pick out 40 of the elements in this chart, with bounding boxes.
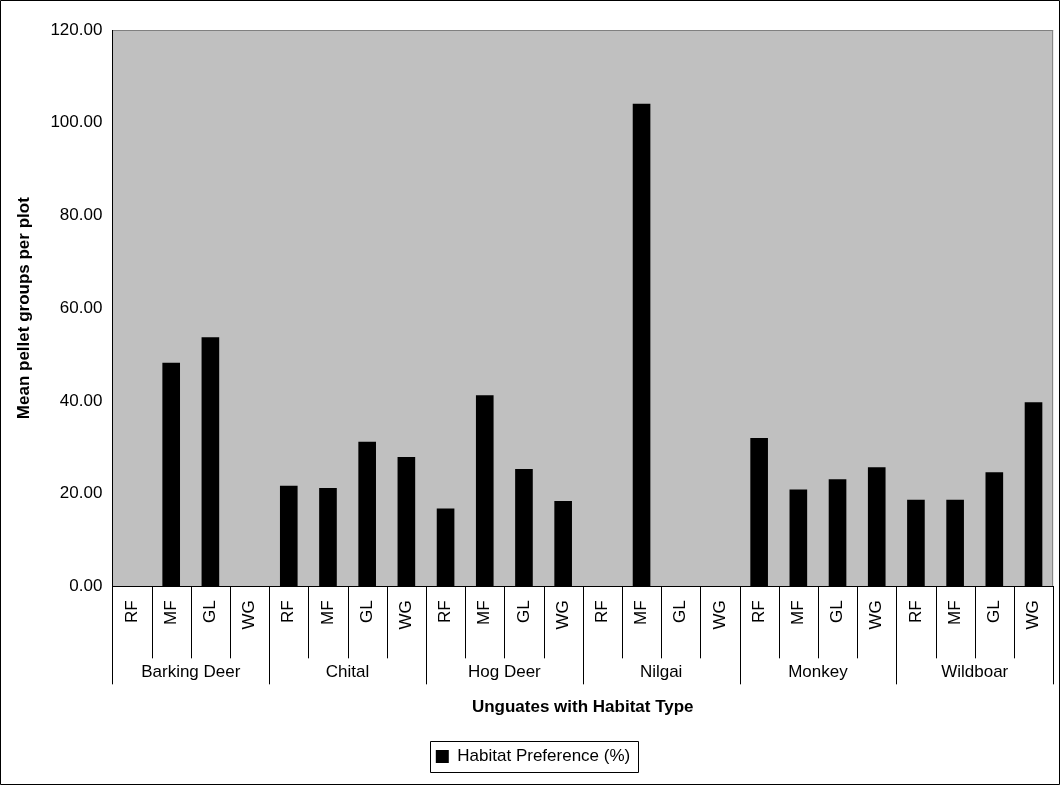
- text: Monkey: [788, 662, 849, 682]
- x-tick-label: GL: [200, 600, 220, 624]
- x-tick-label: GL: [984, 600, 1004, 624]
- x-tick-label: GL: [827, 600, 847, 624]
- x-tick-label: WG: [396, 600, 416, 630]
- x-tick-label: WG: [1023, 600, 1043, 630]
- text: Hog Deer: [467, 662, 542, 682]
- x-tick-label: RF: [435, 600, 455, 623]
- x-tick-label: WG: [552, 600, 572, 630]
- text: Nilgai: [639, 662, 683, 682]
- y-tick-label: 0.00: [69, 576, 103, 596]
- y-tick-label: 60.00: [59, 297, 103, 317]
- x-tick-label: GL: [513, 600, 533, 624]
- x-tick-label: GL: [356, 600, 376, 624]
- x-tick-label: RF: [748, 600, 768, 623]
- y-axis-title: Mean pellet groups per plot: [13, 196, 33, 420]
- text: Chital: [325, 662, 370, 682]
- x-tick-label: WG: [239, 600, 259, 630]
- x-tick-label: MF: [631, 600, 651, 625]
- x-tick-label: MF: [160, 600, 180, 625]
- x-axis-title: Unguates with Habitat Type: [471, 697, 694, 717]
- y-tick-label: 40.00: [59, 390, 103, 410]
- y-tick-label: 20.00: [59, 483, 103, 503]
- x-tick-label: MF: [788, 600, 808, 625]
- x-tick-label: MF: [317, 600, 337, 625]
- legend-label: Habitat Preference (%): [457, 746, 631, 766]
- text: Wildboar: [941, 662, 1009, 682]
- y-tick-label: 120.00: [50, 19, 103, 39]
- x-tick-label: RF: [278, 600, 298, 623]
- x-tick-label: WG: [866, 600, 886, 630]
- text: Barking Deer: [141, 662, 241, 682]
- x-tick-label: GL: [670, 600, 690, 624]
- x-tick-label: RF: [905, 600, 925, 623]
- y-tick-label: 80.00: [59, 205, 103, 225]
- x-tick-label: RF: [121, 600, 141, 623]
- x-tick-label: MF: [944, 600, 964, 625]
- x-tick-label: WG: [709, 600, 729, 630]
- x-tick-label: MF: [474, 600, 494, 625]
- x-tick-label: RF: [592, 600, 612, 623]
- y-tick-label: 100.00: [50, 112, 103, 132]
